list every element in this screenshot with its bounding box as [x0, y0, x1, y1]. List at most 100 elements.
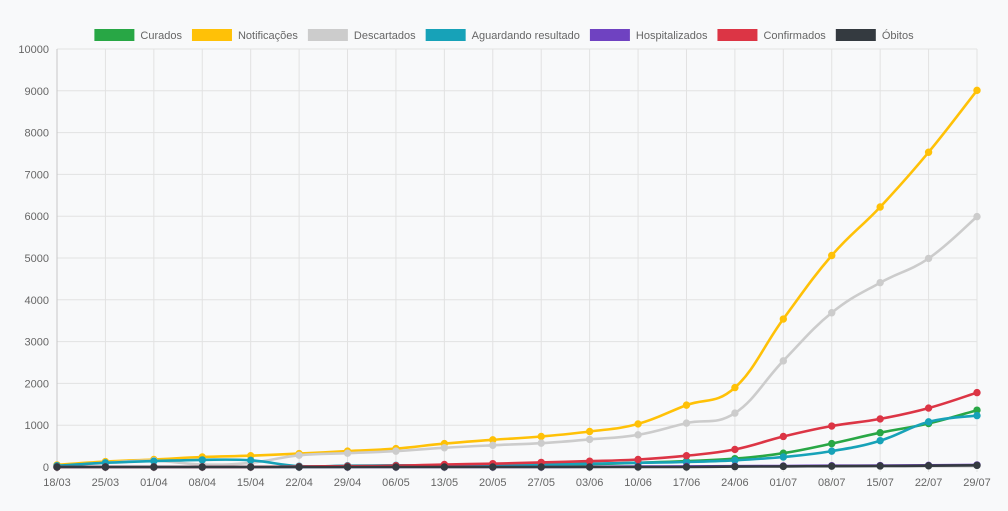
x-tick-label: 10/06 — [624, 477, 652, 489]
data-point-obitos[interactable] — [101, 463, 110, 471]
data-point-descartados[interactable] — [440, 444, 449, 452]
data-point-descartados[interactable] — [828, 309, 836, 317]
legend-item-obitos[interactable]: Óbitos — [835, 29, 914, 42]
y-tick-label: 2000 — [25, 378, 49, 390]
data-point-descartados[interactable] — [634, 431, 642, 439]
data-point-aguardando-resultado[interactable] — [246, 456, 255, 465]
series-obitos — [53, 461, 981, 471]
x-tick-label: 01/07 — [770, 477, 798, 489]
legend-item-confirmados[interactable]: Confirmados — [717, 29, 826, 42]
data-point-obitos[interactable] — [150, 463, 158, 471]
data-point-descartados[interactable] — [489, 441, 497, 449]
data-point-obitos[interactable] — [246, 463, 255, 471]
data-point-notificacoes[interactable] — [924, 148, 933, 156]
data-point-notificacoes[interactable] — [973, 86, 981, 95]
data-point-obitos[interactable] — [828, 462, 836, 470]
data-point-obitos[interactable] — [489, 463, 497, 471]
data-point-notificacoes[interactable] — [585, 427, 594, 436]
data-point-obitos[interactable] — [53, 463, 61, 471]
data-point-aguardando-resultado[interactable] — [779, 453, 788, 461]
data-point-confirmados[interactable] — [828, 422, 836, 430]
legend-label-obitos: Óbitos — [882, 29, 914, 42]
data-point-confirmados[interactable] — [973, 388, 981, 397]
series-line-obitos — [55, 464, 979, 469]
y-tick-label: 9000 — [25, 86, 49, 98]
legend-item-descartados[interactable]: Descartados — [307, 29, 416, 42]
legend-swatch-obitos — [835, 29, 876, 41]
data-point-notificacoes[interactable] — [828, 251, 836, 260]
data-point-aguardando-resultado[interactable] — [876, 436, 884, 445]
y-tick-label: 3000 — [25, 337, 49, 349]
data-point-obitos[interactable] — [295, 463, 303, 471]
data-point-confirmados[interactable] — [876, 415, 884, 423]
data-point-notificacoes[interactable] — [779, 315, 788, 323]
data-point-descartados[interactable] — [779, 357, 788, 365]
data-point-aguardando-resultado[interactable] — [198, 456, 206, 464]
data-point-descartados[interactable] — [537, 439, 545, 447]
x-tick-label: 08/04 — [188, 477, 216, 489]
data-point-descartados[interactable] — [343, 449, 352, 457]
data-point-confirmados[interactable] — [682, 452, 691, 460]
data-point-obitos[interactable] — [924, 462, 933, 470]
chart-grid — [56, 48, 978, 472]
data-point-aguardando-resultado[interactable] — [828, 447, 836, 455]
data-point-descartados[interactable] — [392, 447, 400, 455]
data-point-confirmados[interactable] — [924, 404, 933, 412]
data-point-obitos[interactable] — [343, 463, 352, 471]
data-point-curados[interactable] — [876, 429, 884, 437]
data-point-confirmados[interactable] — [634, 455, 642, 464]
data-point-aguardando-resultado[interactable] — [973, 411, 981, 420]
data-point-obitos[interactable] — [392, 463, 400, 471]
x-tick-label: 22/04 — [285, 477, 313, 489]
x-tick-label: 22/07 — [915, 477, 943, 489]
legend-item-aguardando-resultado[interactable]: Aguardando resultado — [425, 29, 580, 42]
data-point-obitos[interactable] — [682, 463, 691, 471]
data-point-descartados[interactable] — [731, 409, 739, 417]
legend-item-curados[interactable]: Curados — [94, 29, 182, 42]
data-point-confirmados[interactable] — [731, 445, 739, 454]
data-point-notificacoes[interactable] — [682, 401, 691, 409]
data-point-descartados[interactable] — [585, 435, 594, 444]
data-point-obitos[interactable] — [585, 463, 594, 471]
legend-swatch-hospitalizados — [589, 29, 630, 41]
y-tick-label: 8000 — [25, 128, 49, 140]
data-point-obitos[interactable] — [440, 463, 449, 471]
x-tick-label: 15/04 — [237, 477, 265, 489]
legend-label-notificacoes: Notificações — [238, 30, 298, 42]
data-point-obitos[interactable] — [537, 463, 545, 471]
data-point-obitos[interactable] — [973, 461, 981, 470]
y-axis: 0 1000 2000 3000 4000 5000 6000 7000 8000 9000 100… — [18, 44, 49, 474]
x-tick-label: 27/05 — [527, 477, 555, 489]
data-point-aguardando-resultado[interactable] — [924, 418, 933, 426]
legend-item-hospitalizados[interactable]: Hospitalizados — [589, 29, 708, 42]
data-point-notificacoes[interactable] — [537, 432, 545, 441]
data-point-curados[interactable] — [828, 439, 836, 448]
x-tick-label: 03/06 — [576, 477, 604, 489]
data-point-notificacoes[interactable] — [634, 420, 642, 428]
data-point-descartados[interactable] — [924, 254, 933, 263]
x-tick-label: 06/05 — [382, 477, 410, 489]
data-point-descartados[interactable] — [876, 278, 884, 287]
legend-item-notificacoes[interactable]: Notificações — [191, 29, 298, 42]
data-point-descartados[interactable] — [295, 451, 303, 459]
data-point-obitos[interactable] — [779, 462, 788, 471]
y-tick-label: 5000 — [25, 253, 49, 265]
legend-label-confirmados: Confirmados — [763, 30, 826, 42]
x-tick-label: 25/03 — [92, 477, 120, 489]
y-tick-label: 7000 — [25, 169, 49, 181]
series-line-notificacoes — [55, 89, 979, 467]
data-point-obitos[interactable] — [634, 463, 642, 471]
y-tick-label: 1000 — [25, 420, 49, 432]
data-point-obitos[interactable] — [876, 462, 884, 470]
data-point-descartados[interactable] — [973, 212, 981, 221]
data-point-notificacoes[interactable] — [731, 383, 739, 392]
data-point-confirmados[interactable] — [779, 432, 788, 441]
x-tick-label: 18/03 — [43, 477, 71, 489]
data-point-obitos[interactable] — [731, 462, 739, 471]
data-point-descartados[interactable] — [682, 419, 691, 427]
data-point-obitos[interactable] — [198, 463, 206, 471]
x-tick-label: 15/07 — [866, 477, 894, 489]
data-point-notificacoes[interactable] — [876, 203, 884, 211]
x-tick-label: 01/04 — [140, 477, 168, 489]
